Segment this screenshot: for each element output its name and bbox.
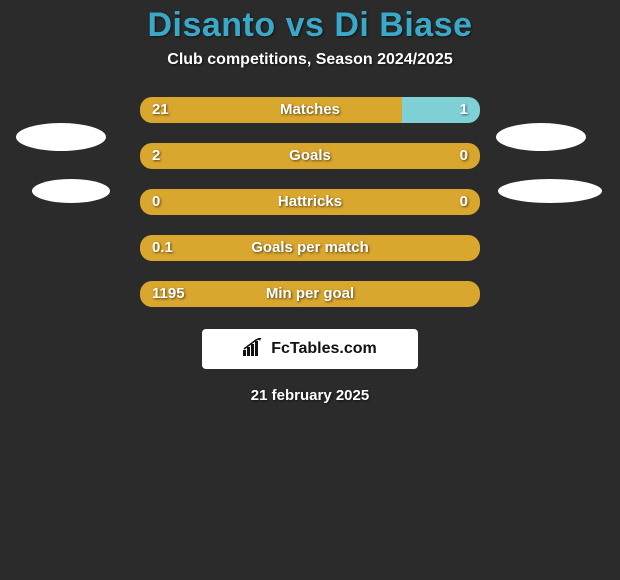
title-player1: Disanto <box>147 6 275 44</box>
stat-row: Goals per match0.1 <box>0 235 620 261</box>
stat-row: Matches211 <box>0 97 620 123</box>
stat-bar-track <box>140 281 480 307</box>
footer-date: 21 february 2025 <box>0 387 620 404</box>
subtitle: Club competitions, Season 2024/2025 <box>0 51 620 69</box>
stat-bar-left <box>140 189 480 215</box>
brand-box: FcTables.com <box>202 329 418 369</box>
title-vs: vs <box>286 6 325 44</box>
stat-bar-left <box>140 143 480 169</box>
stat-row: Goals20 <box>0 143 620 169</box>
stat-bar-track <box>140 97 480 123</box>
stat-bar-track <box>140 143 480 169</box>
stat-bar-track <box>140 189 480 215</box>
page-title: Disanto vs Di Biase <box>0 6 620 45</box>
stat-row: Min per goal1195 <box>0 281 620 307</box>
stat-bar-left <box>140 235 480 261</box>
stat-bar-left <box>140 97 402 123</box>
brand-chart-icon <box>243 338 265 361</box>
stat-bar-track <box>140 235 480 261</box>
stats-stage: Matches211 Goals20 Hattricks00 Goals per ma… <box>0 97 620 404</box>
stat-bar-left <box>140 281 480 307</box>
stat-bar-right <box>402 97 480 123</box>
title-player2: Di Biase <box>334 6 472 44</box>
canvas: Disanto vs Di Biase Club competitions, S… <box>0 0 620 580</box>
stat-row: Hattricks00 <box>0 189 620 215</box>
brand-text: FcTables.com <box>271 340 377 358</box>
